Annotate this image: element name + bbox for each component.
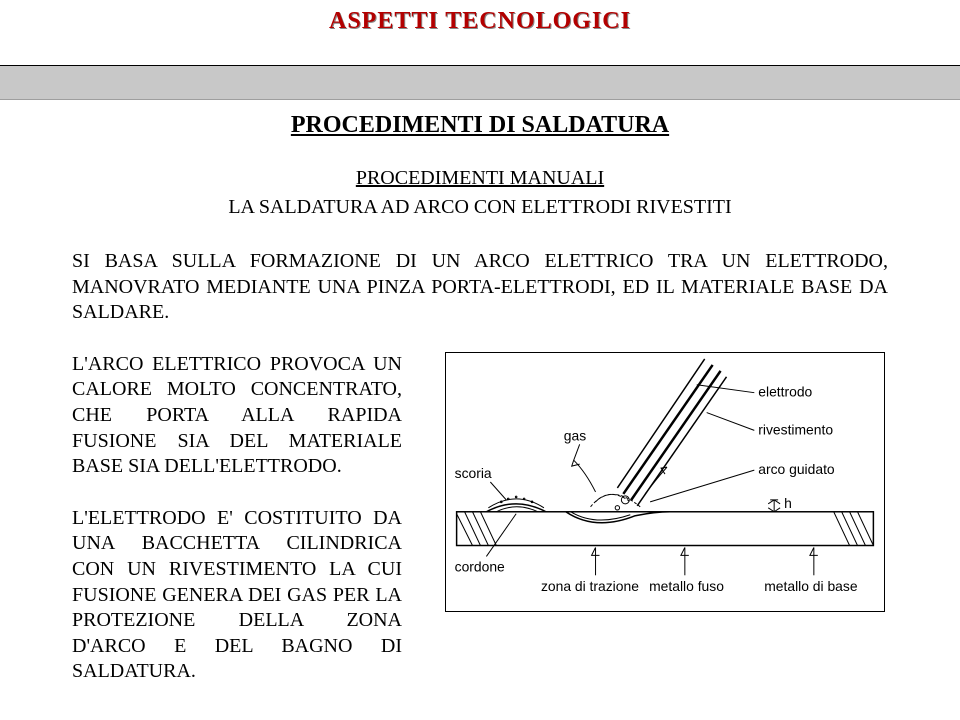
label-zona-trazione: zona di trazione xyxy=(541,578,639,594)
label-arco-guidato: arco guidato xyxy=(758,461,835,477)
label-rivestimento: rivestimento xyxy=(758,421,833,437)
welding-diagram: gas scoria cordone elettrodo rivestiment… xyxy=(445,352,885,612)
label-elettrodo: elettrodo xyxy=(758,383,812,399)
right-column: gas scoria cordone elettrodo rivestiment… xyxy=(442,352,888,711)
paragraph-1: L'ARCO ELETTRICO PROVOCA UN CALORE MOLTO… xyxy=(72,352,402,480)
subsection-heading: PROCEDIMENTI MANUALI xyxy=(0,167,960,190)
intro-paragraph: SI BASA SULLA FORMAZIONE DI UN ARCO ELET… xyxy=(72,249,888,326)
two-column-region: L'ARCO ELETTRICO PROVOCA UN CALORE MOLTO… xyxy=(72,352,888,711)
header-band: ASPETTI TECNOLOGICI xyxy=(0,0,960,78)
electrode-icon xyxy=(615,359,726,510)
header-divider xyxy=(0,65,960,99)
label-metallo-fuso: metallo fuso xyxy=(649,578,724,594)
label-cordone: cordone xyxy=(455,558,505,574)
label-h: h xyxy=(784,495,792,511)
section-title: PROCEDIMENTI DI SALDATURA xyxy=(0,112,960,139)
page-title: ASPETTI TECNOLOGICI xyxy=(0,8,960,35)
page: ASPETTI TECNOLOGICI PROCEDIMENTI DI SALD… xyxy=(0,0,960,720)
left-column: L'ARCO ELETTRICO PROVOCA UN CALORE MOLTO… xyxy=(72,352,402,711)
label-metallo-base: metallo di base xyxy=(764,578,858,594)
subsection-subtitle: LA SALDATURA AD ARCO CON ELETTRODI RIVES… xyxy=(0,196,960,219)
label-gas: gas xyxy=(564,427,586,443)
label-scoria: scoria xyxy=(455,465,492,481)
paragraph-2: L'ELETTRODO E' COSTITUITO DA UNA BACCHET… xyxy=(72,506,402,685)
